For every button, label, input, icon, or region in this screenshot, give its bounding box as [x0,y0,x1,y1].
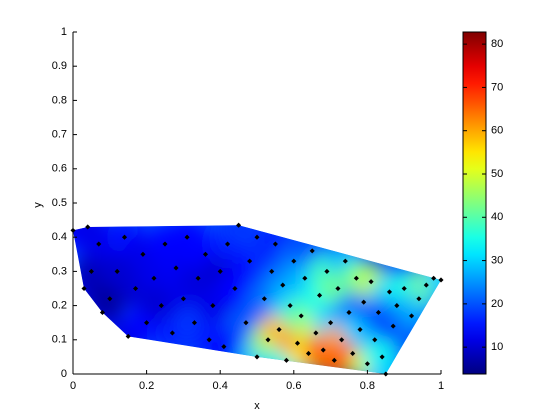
point [324,268,330,274]
point [383,371,389,377]
point [195,275,201,281]
point [386,289,393,295]
point [70,227,76,233]
point [210,303,216,309]
point [287,303,293,309]
point [173,265,179,271]
point [313,330,319,336]
point [390,323,396,329]
y-tick-label: 0.7 [52,129,67,141]
x-tick-label: 1 [438,380,444,392]
point [236,222,242,228]
point [294,340,301,346]
point [85,224,91,230]
point [361,299,367,305]
point [232,285,238,292]
point [346,309,352,315]
y-tick-label: 0 [61,368,67,380]
point [409,313,415,319]
colorbar-tick-label: 40 [491,211,503,223]
point [225,241,231,247]
point [276,326,282,333]
colorbar-tick-label: 20 [491,298,503,310]
point [191,320,197,326]
point [379,354,385,360]
x-tick-label: 0.2 [139,380,154,392]
x-axis-label: x [254,400,260,412]
point [350,350,356,357]
colorbar-tick-label: 10 [491,341,503,353]
y-tick-label: 0.5 [52,197,67,209]
point [357,326,363,333]
colorbar-tick-label: 80 [491,38,503,50]
point [342,258,348,264]
point [317,292,323,298]
y-axis-label: y [32,202,44,208]
point [305,350,312,357]
point [331,357,337,363]
y-tick-label: 0.6 [52,163,67,175]
point [335,285,341,292]
point [280,282,286,288]
point [169,330,175,336]
point [353,275,359,281]
colorbar [462,31,487,375]
point [401,285,407,292]
point [269,268,275,274]
point [298,313,304,319]
point [372,337,378,343]
point [184,234,190,240]
point [133,285,139,292]
y-tick-label: 0.1 [52,334,67,346]
x-tick-label: 0 [70,380,76,392]
point [206,337,212,343]
x-tick-label: 0.6 [286,380,301,392]
y-tick-label: 1 [61,26,67,38]
y-tick-label: 0.8 [52,94,67,106]
point [302,275,308,281]
point [247,258,253,264]
point [162,241,168,247]
point [431,275,437,281]
point [107,296,113,302]
point [254,234,260,240]
y-tick-label: 0.4 [52,231,67,243]
point [423,282,429,288]
point [221,344,227,350]
point [438,277,444,283]
point [151,275,157,281]
point [394,303,400,309]
point [283,357,289,363]
point [144,320,150,326]
point [243,320,249,326]
colorbar-tick-label: 30 [491,254,503,266]
x-tick-label: 0.8 [360,380,375,392]
point [261,296,267,302]
point [416,296,422,302]
colorbar-tick-label: 60 [491,125,503,137]
point [217,268,223,274]
point [368,279,374,285]
y-tick-label: 0.3 [52,265,67,277]
point [180,296,186,302]
point [328,320,334,326]
colorbar-tick-label: 50 [491,168,503,180]
point [202,251,209,257]
point [96,241,102,247]
colorbar-tick-label: 70 [491,81,503,93]
y-tick-label: 0.2 [52,300,67,312]
point [339,337,345,343]
x-tick-label: 0.4 [213,380,228,392]
point [320,347,326,353]
point [158,303,164,309]
point [140,251,146,257]
y-tick-label: 0.9 [52,60,67,72]
point [265,337,271,343]
point [364,361,370,367]
point [375,309,381,315]
point [291,258,297,264]
